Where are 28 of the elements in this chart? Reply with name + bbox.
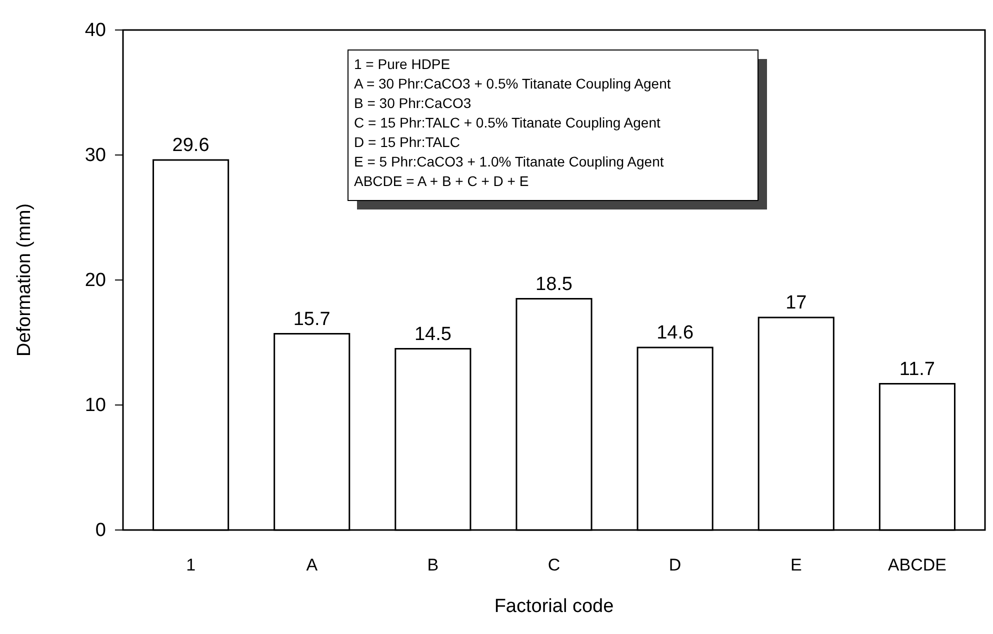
x-tick-label: B: [427, 555, 439, 574]
data-label: 11.7: [899, 358, 935, 380]
data-label: 15.7: [293, 308, 330, 330]
x-tick-label: A: [306, 555, 318, 574]
annotation: 1 = Pure HDPE: [354, 56, 450, 72]
x-tick-label: E: [790, 555, 802, 574]
x-axis-title: Factorial code: [494, 596, 614, 617]
y-tick-label: 10: [84, 395, 106, 416]
data-label: 14.6: [656, 322, 694, 344]
x-tick-label: ABCDE: [888, 555, 946, 574]
annotation: D = 15 Phr:TALC: [354, 134, 460, 150]
annotation: ABCDE = A + B + C + D + E: [354, 173, 529, 189]
y-axis-title: Deformation (mm): [14, 203, 35, 357]
annotation: E = 5 Phr:CaCO3 + 1.0% Titanate Coupling Agent: [354, 154, 664, 170]
data-label: 29.6: [172, 135, 210, 156]
data-label: 18.5: [536, 274, 572, 295]
annotation: A = 30 Phr:CaCO3 + 0.5% Titanate Coupling Agent: [354, 76, 671, 92]
data-label: 17: [786, 292, 807, 314]
y-tick-label: 30: [84, 145, 106, 166]
y-tick-label: 0: [95, 520, 106, 542]
y-tick-label: 20: [84, 270, 106, 292]
annotation: C = 15 Phr:TALC + 0.5% Titanate Coupling Agent: [354, 114, 660, 130]
x-tick-label: 1: [186, 555, 196, 574]
data-label: 14.5: [414, 324, 452, 345]
y-tick-label: 40: [84, 20, 106, 42]
annotation: B = 30 Phr:CaCO3: [354, 95, 472, 111]
x-tick-label: D: [668, 555, 682, 574]
x-tick-label: C: [548, 555, 560, 574]
